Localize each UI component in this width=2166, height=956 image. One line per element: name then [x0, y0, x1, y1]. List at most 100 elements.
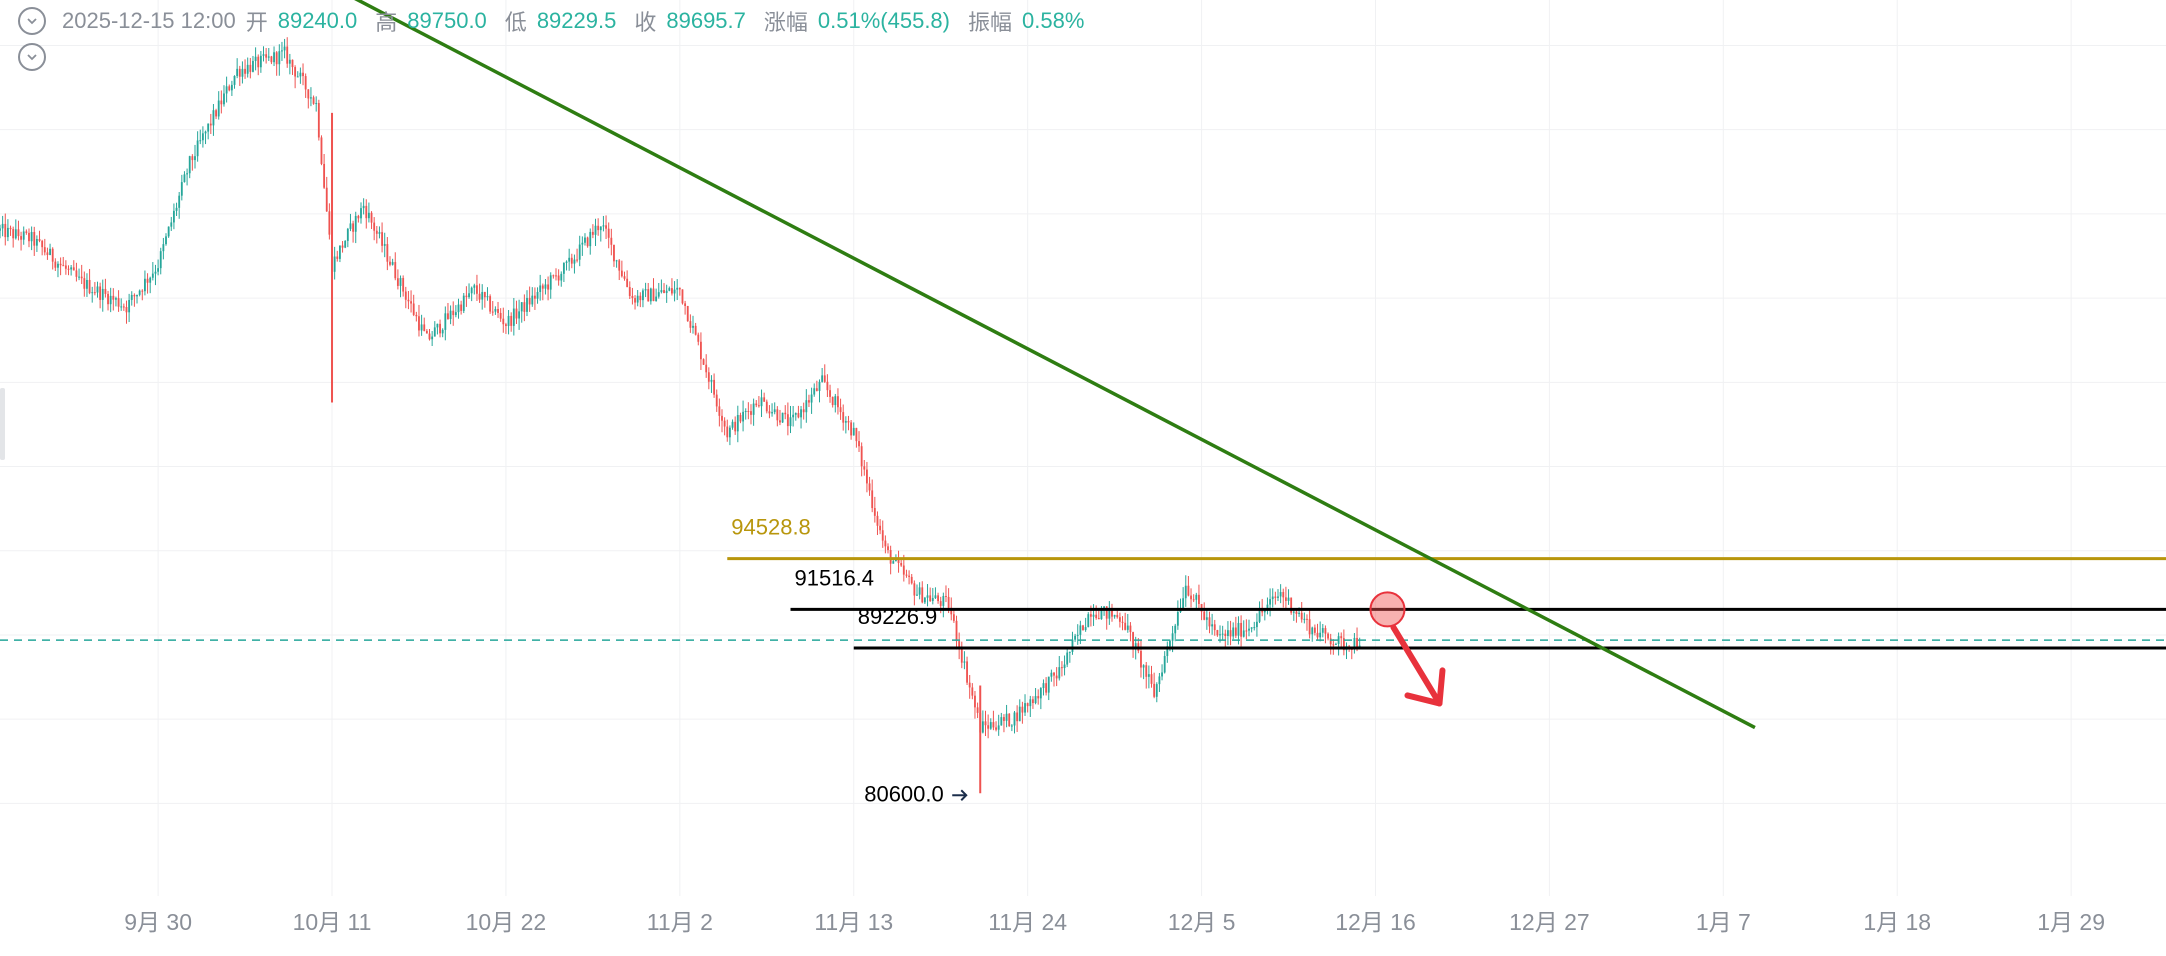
candle-body — [122, 306, 125, 308]
candle-body — [1121, 621, 1124, 623]
candle-body — [644, 289, 647, 291]
candle-body — [1221, 633, 1224, 635]
candle-body — [923, 597, 926, 603]
candle-body — [1071, 639, 1074, 652]
candle-body — [821, 375, 824, 382]
candle-body — [678, 287, 681, 290]
candle-body — [713, 379, 716, 395]
high-label: 高 — [375, 10, 398, 35]
side-panel-handle[interactable] — [0, 388, 5, 460]
candle-body — [1219, 634, 1221, 636]
candle-body — [586, 237, 589, 247]
candle-body — [178, 195, 181, 208]
chevron-down-icon — [27, 54, 37, 61]
candle-body — [1182, 598, 1185, 609]
candle-body — [505, 324, 507, 326]
candle-body — [154, 271, 157, 274]
candle-body — [1335, 643, 1337, 645]
candle-body — [1295, 611, 1298, 614]
candle-body — [968, 682, 971, 688]
candle-body — [1263, 610, 1266, 613]
candle-body — [344, 240, 347, 248]
candle-body — [731, 421, 734, 428]
candle-body — [694, 325, 697, 335]
breakdown-circle-marker — [1369, 591, 1406, 628]
candle-body — [1342, 638, 1345, 651]
collapse-toggle-button[interactable] — [18, 7, 46, 35]
candle-body — [1042, 683, 1045, 689]
candle-body — [1292, 611, 1295, 613]
candle-body — [794, 413, 797, 415]
candle-body — [1150, 674, 1153, 684]
candle-body — [375, 230, 378, 234]
candle-body — [742, 411, 745, 422]
candle-body — [520, 302, 523, 312]
candle-body — [1282, 592, 1285, 598]
candle-body — [1100, 610, 1103, 620]
candle-body — [1082, 625, 1084, 631]
candle-body — [1163, 656, 1166, 673]
candle-body — [291, 59, 294, 68]
candle-body — [789, 417, 792, 427]
candle-body — [605, 225, 607, 229]
candle-body — [715, 394, 718, 407]
candle-body — [286, 46, 289, 64]
candle-body — [873, 508, 876, 516]
candle-body — [1176, 612, 1179, 626]
candle-body — [1087, 614, 1090, 628]
candle-body — [362, 205, 365, 209]
resistance-label: 94528.8 — [731, 515, 811, 540]
candle-body — [281, 50, 283, 52]
candle-body — [847, 421, 850, 423]
candle-body — [1358, 645, 1361, 647]
candle-body — [750, 411, 752, 415]
arrow-down-right-icon-head — [1404, 667, 1446, 707]
candle-body — [900, 563, 903, 566]
candle-body — [639, 295, 642, 301]
candle-body — [1234, 627, 1237, 636]
candle-body — [157, 268, 160, 272]
candle-body — [136, 294, 138, 297]
candle-body — [307, 89, 310, 99]
candle-body — [607, 228, 610, 238]
candle-body — [868, 483, 871, 491]
candle-body — [265, 54, 268, 58]
candle-body — [478, 293, 481, 300]
candle-body — [1261, 610, 1264, 613]
candle-body — [439, 323, 441, 334]
candle-body — [902, 565, 905, 575]
candle-body — [14, 229, 17, 239]
candle-body — [805, 400, 808, 413]
candle-body — [1092, 614, 1095, 617]
close-value: 89695.7 — [666, 8, 746, 33]
candle-body — [839, 407, 842, 413]
candle-body — [1147, 674, 1150, 677]
candle-body — [75, 270, 78, 277]
candle-body — [46, 252, 49, 255]
candle-body — [1200, 603, 1203, 612]
candle-body — [541, 285, 544, 289]
candle-body — [115, 298, 117, 300]
change-label: 涨幅 — [763, 10, 808, 35]
open-value: 89240.0 — [277, 8, 358, 33]
candle-body — [581, 242, 584, 245]
candle-body — [1018, 706, 1021, 722]
candle-datetime: 2025-12-15 12:00 — [62, 8, 236, 33]
candle-body — [470, 287, 473, 294]
candle-body — [1284, 597, 1287, 601]
candle-body — [966, 661, 968, 683]
candle-body — [1140, 650, 1142, 668]
x-tick-label: 12月 5 — [1168, 909, 1236, 935]
candle-body — [515, 308, 518, 319]
candle-body — [976, 707, 979, 713]
candle-body — [1113, 614, 1116, 617]
candle-body — [1034, 696, 1037, 704]
indicator-toggle-button[interactable] — [18, 43, 46, 71]
candle-body — [425, 330, 428, 334]
candle-body — [93, 292, 96, 294]
candle-body — [626, 278, 629, 288]
candle-body — [1198, 594, 1200, 604]
candle-body — [141, 290, 144, 292]
candle-body — [834, 396, 837, 406]
